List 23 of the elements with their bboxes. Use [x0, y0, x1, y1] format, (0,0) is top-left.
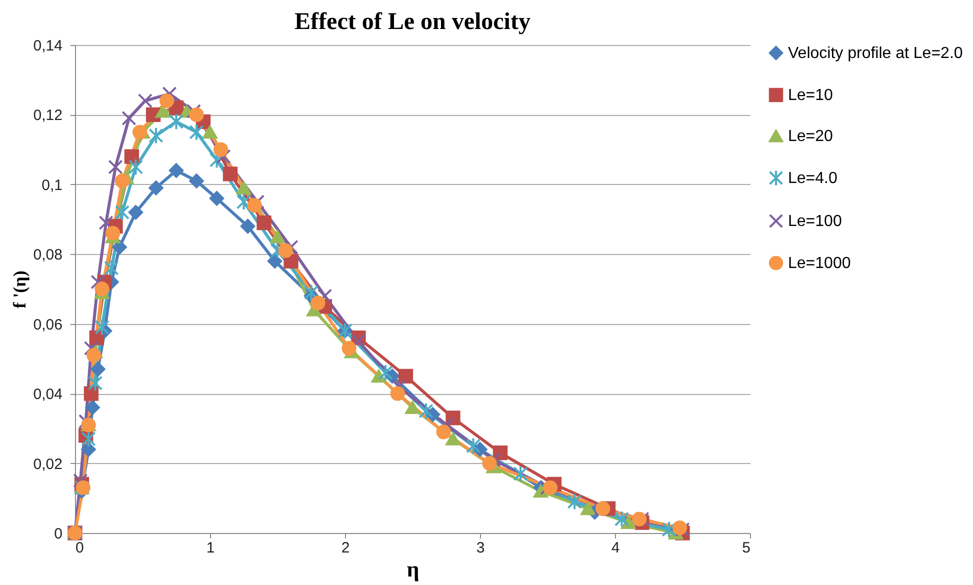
chart-title: Effect of Le on velocity: [294, 9, 530, 35]
y-tick-label: 0,02: [33, 456, 62, 473]
y-tick-label: 0,04: [33, 386, 62, 404]
y-tick-label: 0: [54, 526, 62, 542]
legend-label: Le=4.0: [788, 170, 838, 187]
y-tick-label: 0,14: [33, 38, 62, 54]
y-axis-title: f '(η): [9, 270, 30, 308]
legend-label: Le=1000: [788, 255, 851, 272]
x-tick-label: 0: [76, 540, 84, 556]
x-tick-label: 5: [742, 540, 750, 556]
y-tick-label: 0,08: [33, 246, 62, 264]
y-tick-label: 0,1: [42, 176, 62, 194]
x-tick-label: 2: [341, 540, 350, 556]
x-axis-title: η: [406, 556, 420, 582]
x-tick-label: 4: [611, 540, 620, 556]
legend-label: Le=20: [788, 128, 834, 145]
x-tick-label: 3: [476, 540, 485, 556]
y-tick-label: 0,12: [33, 107, 62, 124]
legend-label: Le=100: [788, 213, 842, 230]
legend-label: Le=10: [788, 87, 834, 104]
x-tick-label: 1: [206, 540, 215, 556]
legend-label: Velocity profile at Le=2.0: [788, 45, 963, 62]
y-tick-label: 0,06: [33, 316, 62, 334]
